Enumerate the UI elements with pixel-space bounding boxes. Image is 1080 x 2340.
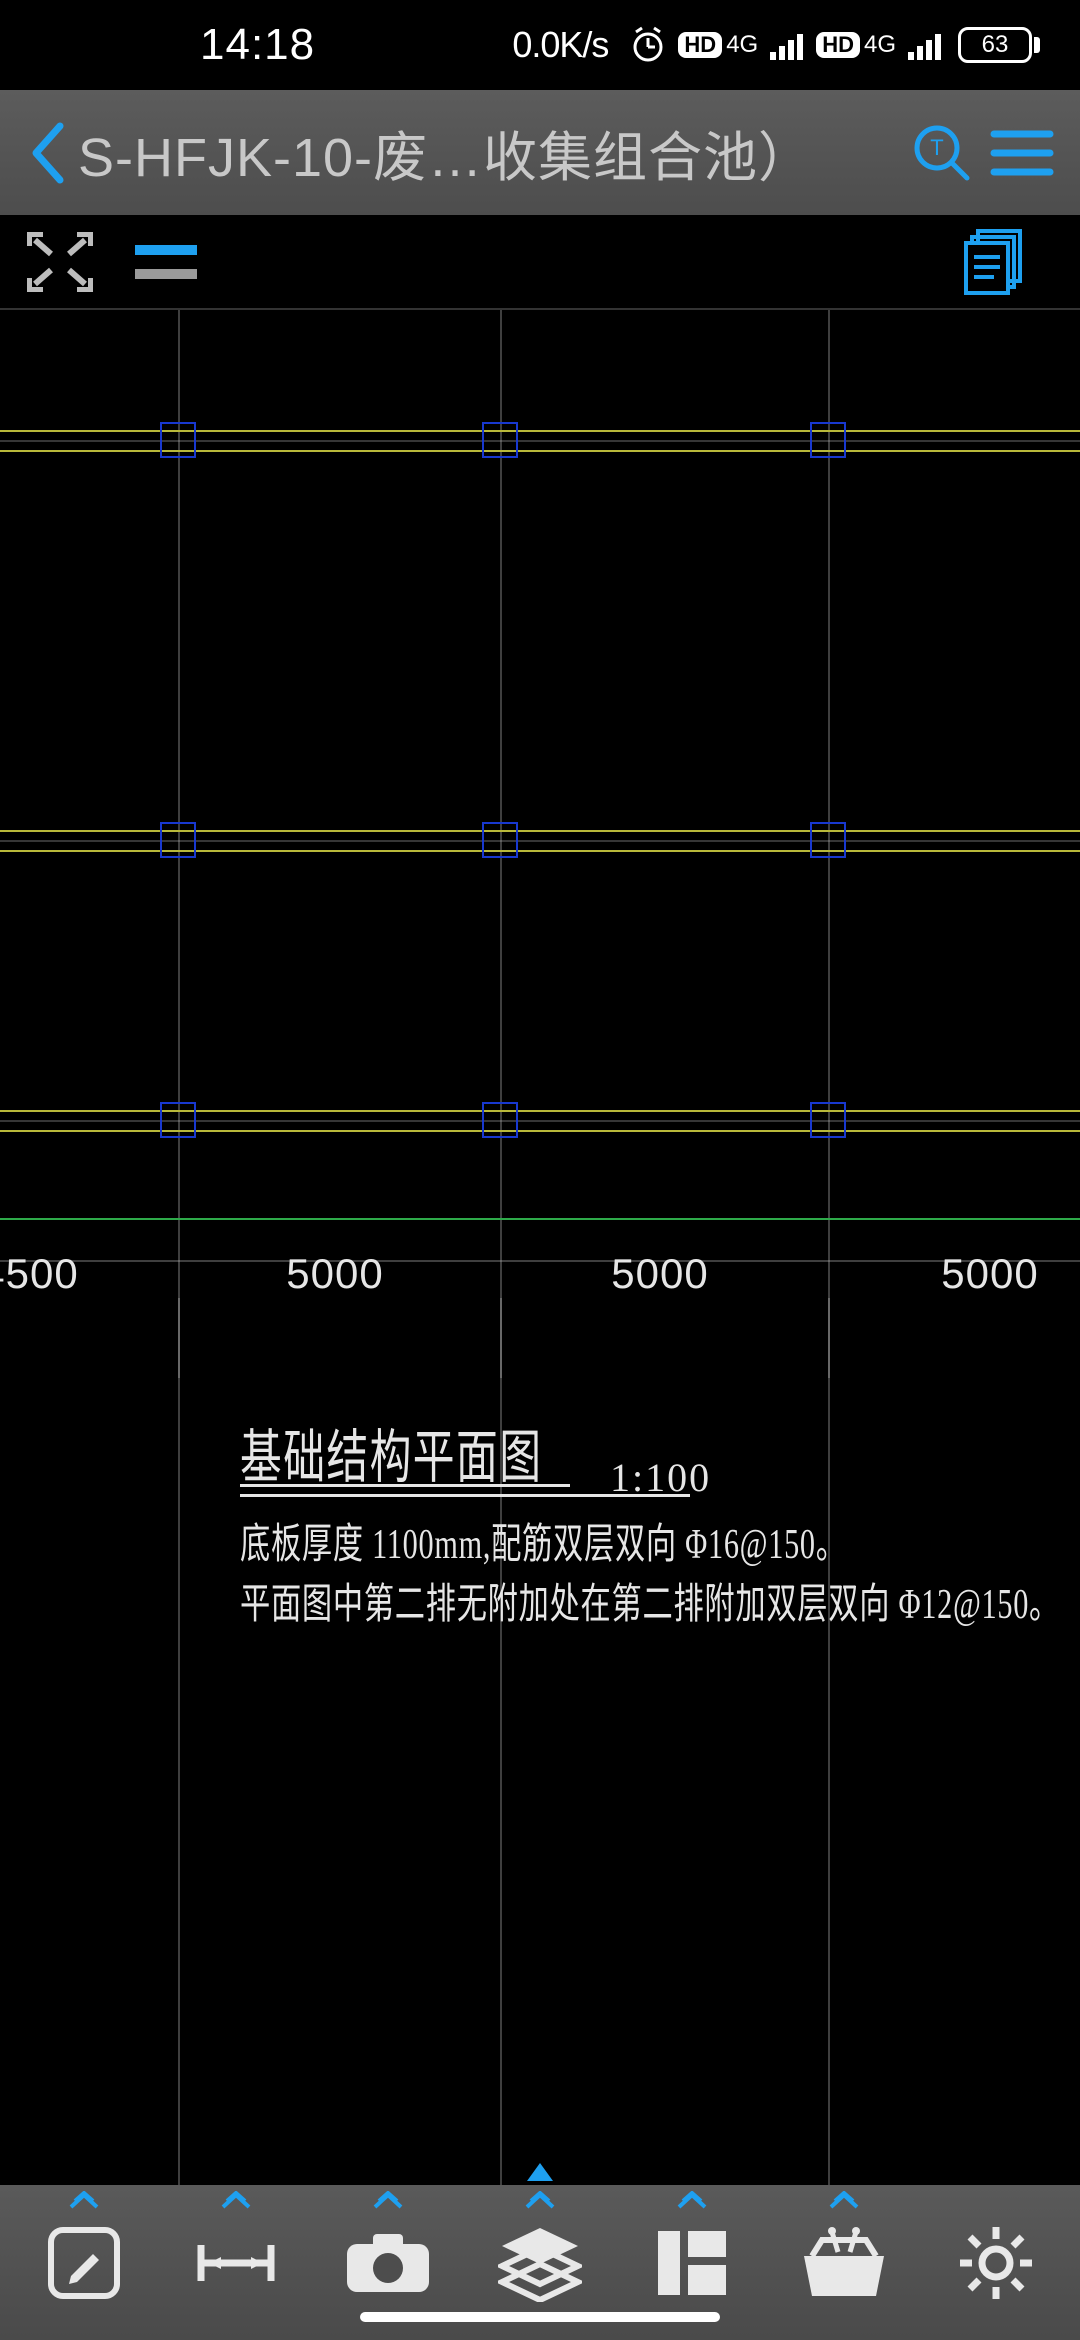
dim-tick [500,1298,502,1378]
outline-line [0,1218,1080,1220]
sheets-button[interactable] [954,227,1034,297]
column-node [482,422,518,458]
edit-button[interactable] [19,2193,149,2333]
line-style-button[interactable] [126,227,206,297]
sig2-label: 4G [864,35,896,54]
column-node [482,1102,518,1138]
hd-badge-1: HD [678,32,722,58]
drawing-title: 基础结构平面图 [240,1410,542,1494]
column-node [810,422,846,458]
home-indicator[interactable] [360,2312,720,2322]
measure-button[interactable] [171,2193,301,2333]
gridline-vertical [500,310,502,2185]
toolbox-button[interactable] [779,2193,909,2333]
status-time: 14:18 [200,20,315,70]
dimension-value: 4500 [0,1250,79,1298]
column-node [810,822,846,858]
dimension-value: 5000 [941,1250,1038,1298]
dim-tick [178,1298,180,1378]
menu-button[interactable] [982,113,1062,193]
center-handle[interactable] [525,2161,555,2185]
drawing-canvas[interactable]: 4500500050005000基础结构平面图1:100底板厚度 1100mm,… [0,310,1080,2185]
dimension-value: 5000 [611,1250,708,1298]
battery-indicator: 63 [958,27,1040,63]
dim-baseline [0,1260,1080,1262]
settings-button[interactable] [931,2193,1061,2333]
column-node [160,1102,196,1138]
battery-pct: 63 [982,31,1009,59]
dimension-value: 5000 [286,1250,383,1298]
sig1-label: 4G [726,35,758,54]
column-node [160,422,196,458]
chevron-up-icon [525,2191,555,2214]
title-underline [240,1484,570,1487]
chevron-up-icon [221,2191,251,2214]
hd-badge-2: HD [816,32,860,58]
alarm-icon [628,25,668,65]
title-underline [240,1494,690,1497]
view-toolbar [0,215,1080,310]
dim-tick [828,1298,830,1378]
status-bar: 14:18 0.0K/s HD 4G HD 4G 63 [0,0,1080,90]
text-search-button[interactable]: T [902,113,982,193]
signal-1-icon [770,30,806,60]
signal-2-icon [908,30,944,60]
chevron-up-icon [677,2191,707,2214]
column-node [482,822,518,858]
drawing-note: 底板厚度 1100mm,配筋双层双向 Φ16@150。 [240,1510,847,1571]
fullscreen-button[interactable] [20,227,100,297]
column-node [810,1102,846,1138]
app-title-bar: S-HFJK-10-废…收集组合池） T [0,90,1080,215]
back-button[interactable] [18,113,78,193]
svg-text:T: T [930,135,943,160]
column-node [160,822,196,858]
chevron-up-icon [829,2191,859,2214]
file-title: S-HFJK-10-废…收集组合池） [78,113,902,192]
status-net-speed: 0.0K/s [512,24,608,66]
gridline-vertical [178,310,180,2185]
chevron-up-icon [69,2191,99,2214]
chevron-up-icon [373,2191,403,2214]
gridline-vertical [828,310,830,2185]
drawing-note: 平面图中第二排无附加处在第二排附加双层双向 Φ12@150。 [240,1570,1060,1631]
